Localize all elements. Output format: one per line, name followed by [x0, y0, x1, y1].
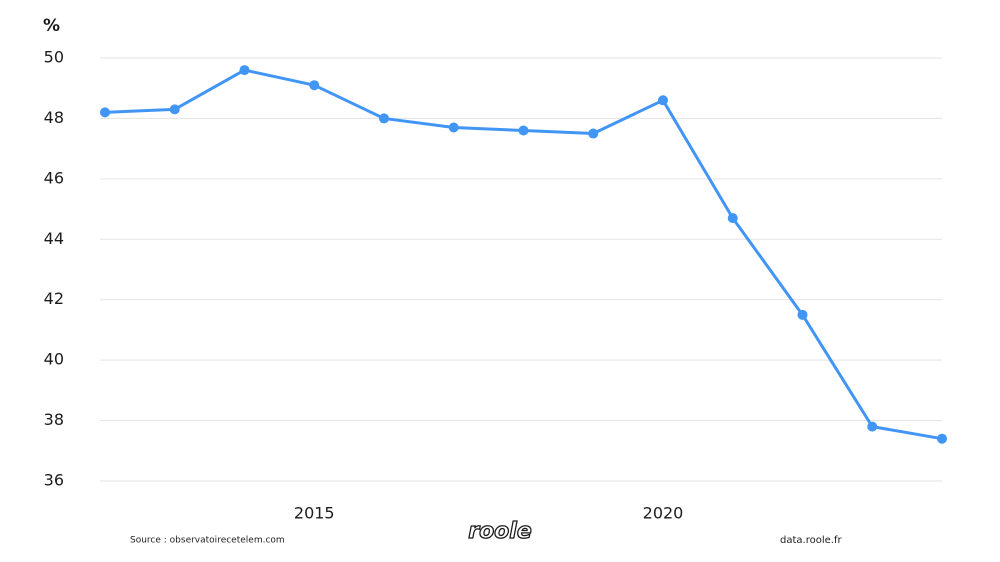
- point: [727, 213, 738, 224]
- point: [309, 80, 320, 91]
- y-axis-label: %: [43, 16, 60, 36]
- point: [448, 122, 459, 133]
- site: data.roole.fr: [780, 535, 842, 546]
- y-tick-label: 44: [44, 229, 64, 248]
- x-tick-label: 2015: [294, 504, 335, 523]
- point: [867, 421, 878, 432]
- point: [588, 128, 599, 139]
- y-tick-label: 40: [44, 350, 64, 369]
- y-tick-label: 46: [44, 168, 64, 187]
- point: [797, 309, 808, 320]
- y-tick-label: 48: [44, 108, 64, 127]
- y-tick-label: 42: [44, 289, 64, 308]
- x-tick-label: 2020: [643, 504, 684, 523]
- point: [518, 125, 529, 136]
- source: Source : observatoirecetelem.com: [130, 536, 285, 546]
- logo: roole: [468, 519, 532, 544]
- y-tick-label: 38: [44, 410, 64, 429]
- point: [379, 113, 389, 124]
- point: [100, 107, 110, 118]
- point: [937, 433, 947, 444]
- y-tick-label: 36: [44, 471, 64, 490]
- y-tick-label: 50: [44, 48, 64, 67]
- point: [658, 95, 668, 106]
- point: [239, 65, 250, 76]
- line: [104, 68, 943, 441]
- point: [169, 104, 180, 115]
